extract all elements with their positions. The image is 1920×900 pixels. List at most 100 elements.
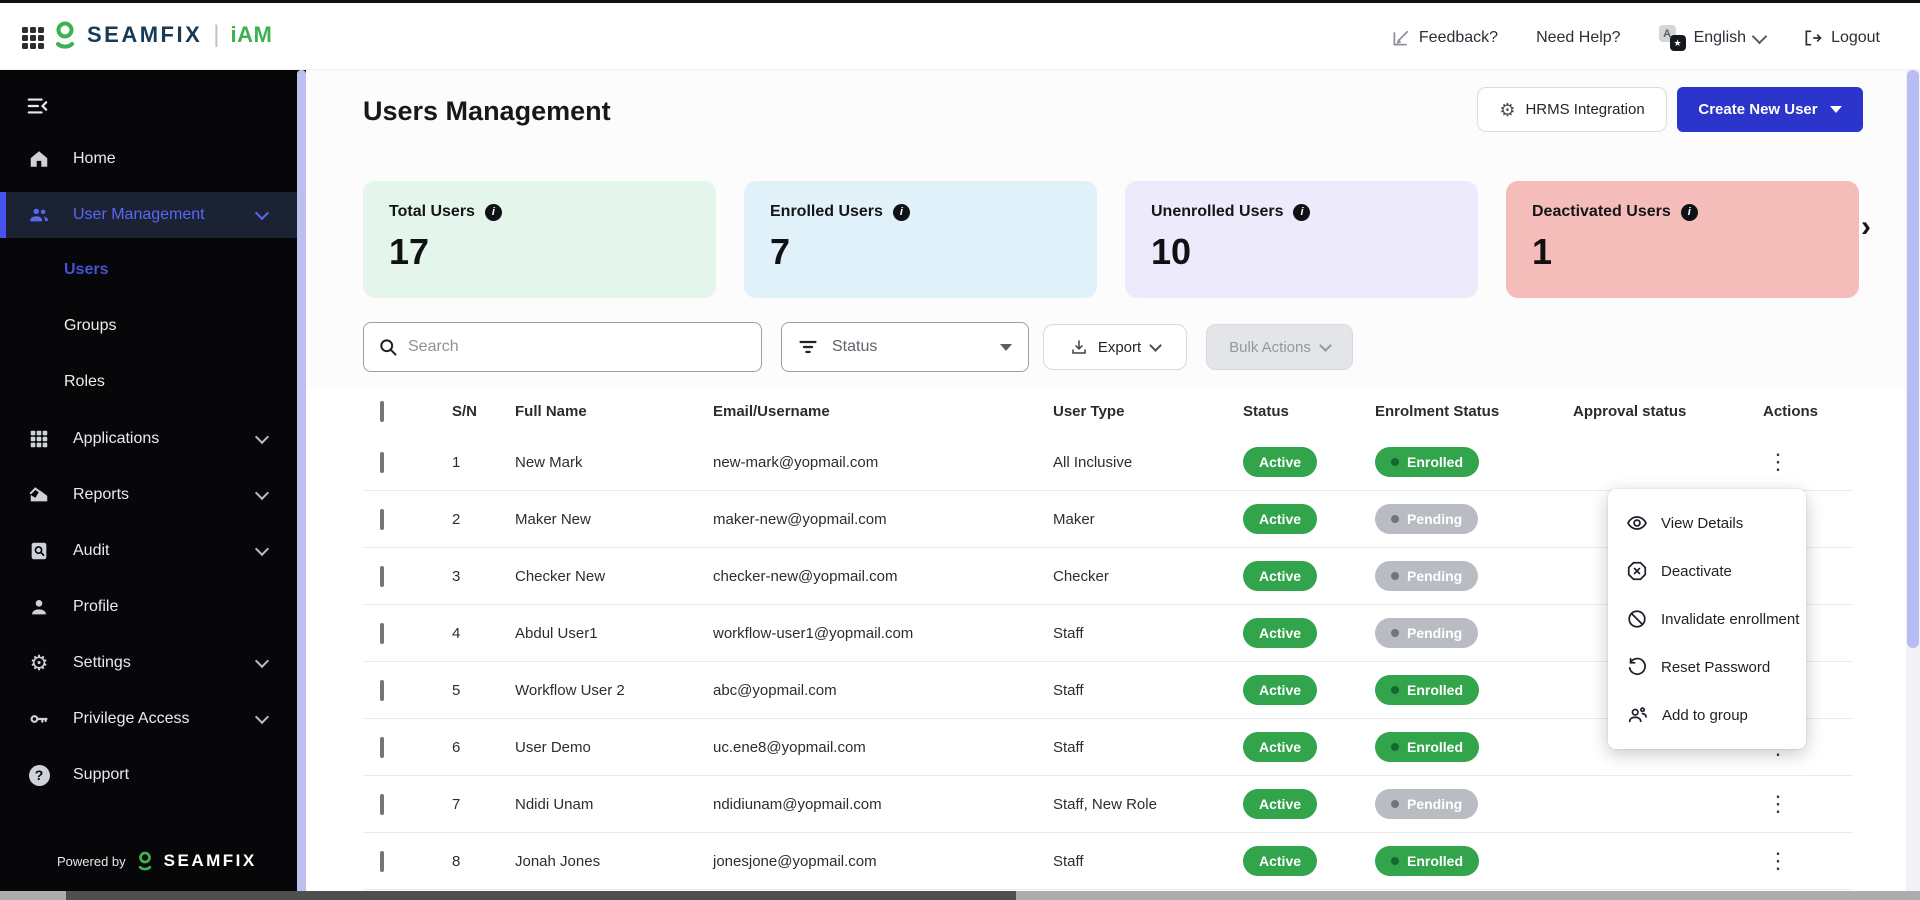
sidebar-item-label: Support — [73, 766, 130, 783]
enrolment-badge: Pending — [1375, 504, 1479, 534]
row-checkbox[interactable] — [380, 565, 384, 587]
top-bar: SEAMFIX | iAM Feedback? Need Help? A ★ En… — [0, 0, 1920, 70]
row-actions-dots-icon[interactable]: ⋮ — [1763, 447, 1793, 477]
sidebar-collapse-icon[interactable] — [26, 96, 48, 116]
table-row: 4 Abdul User1 workflow-user1@yopmail.com St… — [363, 605, 1853, 662]
cell-fullname: Workflow User 2 — [515, 681, 625, 699]
cell-usertype: Staff — [1053, 738, 1084, 756]
dot-icon — [1391, 572, 1399, 580]
sidebar-item-privilege-access[interactable]: Privilege Access — [0, 696, 297, 742]
row-checkbox[interactable] — [380, 679, 384, 701]
row-actions-dots-icon[interactable]: ⋮ — [1763, 846, 1793, 876]
cards-next-arrow[interactable]: › — [1861, 210, 1871, 243]
row-checkbox[interactable] — [380, 850, 384, 872]
page-title: Users Management — [363, 96, 611, 126]
sidebar-item-user-management[interactable]: User Management — [0, 192, 297, 238]
sidebar-item-home[interactable]: Home — [0, 136, 297, 182]
chevron-down-icon — [254, 485, 270, 501]
row-checkbox[interactable] — [380, 622, 384, 644]
sidebar-subitem-users[interactable]: Users — [64, 261, 109, 278]
cell-status: Active — [1243, 675, 1375, 705]
app-grid-icon[interactable] — [22, 27, 44, 49]
main-content: Users Management ⚙ HRMS Integration Crea… — [306, 70, 1920, 900]
cell-enrolment: Enrolled — [1375, 447, 1573, 477]
menu-item-add-to-group[interactable]: Add to group — [1608, 691, 1806, 739]
row-checkbox[interactable] — [380, 451, 384, 473]
sidebar-subitem-roles[interactable]: Roles — [64, 373, 105, 390]
dot-icon — [1391, 800, 1399, 808]
feedback-link[interactable]: Feedback? — [1391, 28, 1498, 48]
menu-item-label: Add to group — [1662, 706, 1748, 724]
status-badge: Active — [1243, 675, 1318, 705]
search-input[interactable] — [408, 338, 747, 356]
seamfix-logo: SEAMFIX | iAM — [52, 20, 272, 50]
export-button[interactable]: Export — [1043, 324, 1187, 370]
col-enrolment: Enrolment Status — [1375, 402, 1500, 420]
cell-sn: 4 — [452, 624, 461, 642]
info-icon[interactable]: i — [1293, 203, 1311, 221]
bulk-actions-button[interactable]: Bulk Actions — [1206, 324, 1353, 370]
vertical-scrollbar-thumb[interactable] — [1907, 70, 1919, 648]
cell-checkbox — [380, 679, 452, 701]
cell-sn: 7 — [452, 795, 461, 813]
logout-icon — [1803, 28, 1823, 48]
sidebar-subitem-groups[interactable]: Groups — [64, 317, 117, 334]
col-email: Email/Username — [713, 402, 830, 420]
status-badge: Active — [1243, 618, 1318, 648]
cell-checkbox — [380, 451, 452, 473]
need-help-link[interactable]: Need Help? — [1536, 29, 1621, 46]
row-checkbox[interactable] — [380, 736, 384, 758]
sidebar-item-settings[interactable]: ⚙ Settings — [0, 640, 297, 686]
horizontal-scrollbar[interactable] — [0, 891, 1920, 900]
info-icon[interactable]: i — [484, 203, 502, 221]
col-usertype: User Type — [1053, 402, 1125, 420]
row-checkbox[interactable] — [380, 793, 384, 815]
stat-card-value: 7 — [770, 231, 791, 272]
vertical-scrollbar[interactable] — [1906, 70, 1920, 900]
eye-icon — [1626, 512, 1648, 534]
select-all-checkbox[interactable] — [380, 400, 384, 422]
stat-card-enrolled-users: Enrolled Users i 7 — [744, 181, 1097, 298]
filter-icon — [798, 338, 818, 356]
info-icon[interactable]: i — [1680, 203, 1698, 221]
sidebar-item-applications[interactable]: Applications — [0, 416, 297, 462]
sidebar-item-audit[interactable]: Audit — [0, 528, 297, 574]
audit-icon — [27, 539, 51, 563]
sidebar-item-profile[interactable]: Profile — [0, 584, 297, 630]
search-icon — [378, 337, 398, 357]
language-selector[interactable]: A ★ English — [1658, 25, 1768, 51]
cell-enrolment: Pending — [1375, 789, 1573, 819]
menu-item-view-details[interactable]: View Details — [1608, 499, 1806, 547]
row-actions-dots-icon[interactable]: ⋮ — [1763, 789, 1793, 819]
row-actions-menu: View Details Deactivate Invalidate enrollm… — [1608, 489, 1806, 749]
cell-email: checker-new@yopmail.com — [713, 567, 898, 585]
dot-icon — [1391, 515, 1399, 523]
hrms-integration-button[interactable]: ⚙ HRMS Integration — [1477, 87, 1667, 132]
menu-item-reset-password[interactable]: Reset Password — [1608, 643, 1806, 691]
table-row: 7 Ndidi Unam ndidiunam@yopmail.com Staff, N… — [363, 776, 1853, 833]
sidebar: Home User Management Users Groups Roles Appli… — [0, 70, 306, 900]
menu-item-deactivate[interactable]: Deactivate — [1608, 547, 1806, 595]
sidebar-scrollbar[interactable] — [297, 70, 306, 900]
create-new-user-button[interactable]: Create New User — [1677, 87, 1863, 132]
menu-item-invalidate-enrollment[interactable]: Invalidate enrollment — [1608, 595, 1806, 643]
cell-checkbox — [380, 793, 452, 815]
cell-fullname: User Demo — [515, 738, 591, 756]
col-actions: Actions — [1763, 402, 1819, 420]
info-icon[interactable]: i — [892, 203, 910, 221]
menu-item-label: Reset Password — [1661, 658, 1771, 676]
horizontal-scrollbar-thumb[interactable] — [66, 891, 1016, 900]
cell-fullname: Maker New — [515, 510, 591, 528]
cell-enrolment: Pending — [1375, 618, 1573, 648]
sidebar-item-reports[interactable]: Reports — [0, 472, 297, 518]
sidebar-item-label: Reports — [73, 486, 130, 503]
enrolment-badge: Pending — [1375, 561, 1479, 591]
home-icon — [27, 147, 51, 171]
question-icon: ? — [27, 763, 51, 787]
dot-icon — [1391, 629, 1399, 637]
sidebar-item-support[interactable]: ? Support — [0, 752, 297, 798]
row-checkbox[interactable] — [380, 508, 384, 530]
table-row: 2 Maker New maker-new@yopmail.com Maker Acti… — [363, 491, 1853, 548]
logout-button[interactable]: Logout — [1803, 28, 1880, 48]
status-filter-dropdown[interactable]: Status — [781, 322, 1029, 372]
